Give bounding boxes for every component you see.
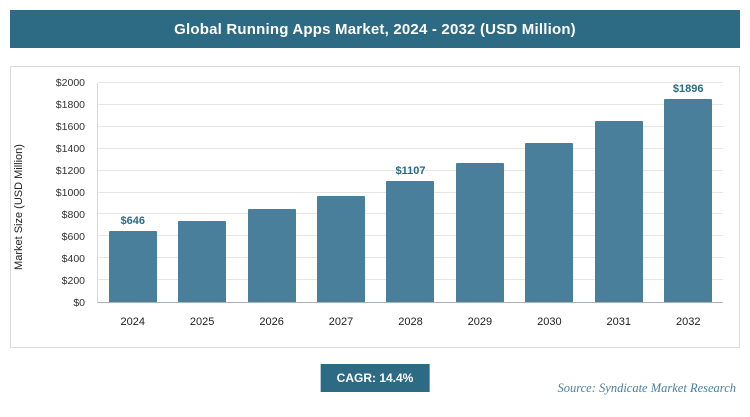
bar-2027 — [317, 196, 366, 302]
bar-2032 — [664, 99, 713, 302]
bar-value-label: $646 — [120, 215, 145, 228]
y-tick-label: $1600 — [55, 121, 85, 133]
bar-2025 — [178, 221, 227, 302]
y-tick-label: $1800 — [55, 99, 85, 111]
bar-slot: 2030 — [515, 83, 584, 328]
bar-slot: $646 2024 — [98, 83, 167, 328]
x-tick-label: 2024 — [120, 316, 145, 328]
bar-slot: $1107 2028 — [376, 83, 445, 328]
bar-slot: 2031 — [584, 83, 653, 328]
y-tick-label: $1200 — [55, 165, 85, 177]
gridline — [98, 169, 723, 171]
cagr-label: CAGR: 14.4% — [336, 371, 414, 385]
y-tick-label: $600 — [61, 231, 85, 243]
x-tick-label: 2027 — [328, 316, 354, 328]
x-tick-label: 2032 — [675, 316, 701, 328]
bar-value-label: $1896 — [672, 83, 704, 95]
chart-title-bar: Global Running Apps Market, 2024 - 2032 … — [10, 10, 740, 48]
bars-group: $646 2024 2025 2026 2027 $1107 2028 2029 2030 203… — [98, 83, 723, 328]
bar-slot: 2029 — [445, 83, 514, 328]
chart-title: Global Running Apps Market, 2024 - 2032 … — [174, 20, 576, 38]
bar-slot: 2026 — [237, 83, 306, 328]
y-tick-label: $1000 — [55, 187, 85, 199]
chart-area: Market Size (USD Million) $0 $200 $400 $600… — [10, 66, 740, 348]
plot-area: $646 2024 2025 2026 2027 $1107 2028 2029 2030 203… — [97, 82, 723, 328]
y-tick-label: $400 — [61, 253, 85, 265]
bar-slot: 2027 — [306, 83, 375, 328]
bar-value-label: $1107 — [395, 164, 426, 177]
bar-2031 — [594, 120, 643, 302]
bar-2029 — [455, 163, 504, 302]
bar-2024 — [108, 231, 157, 302]
y-tick-label: $1400 — [55, 143, 85, 155]
x-tick-label: 2028 — [398, 316, 423, 328]
x-tick-label: 2031 — [606, 316, 632, 328]
bar-2028 — [386, 180, 435, 302]
y-tick-label: $2000 — [55, 77, 85, 89]
bar-slot: $1896 2032 — [654, 83, 723, 328]
y-axis-title: Market Size (USD Million) — [13, 144, 25, 270]
y-tick-label: $0 — [73, 297, 85, 309]
y-axis-tick-column: $0 $200 $400 $600 $800 $1000 $1200 $1400 $1600 $1… — [41, 77, 91, 309]
gridline — [98, 103, 723, 105]
x-tick-label: 2025 — [189, 316, 215, 328]
x-tick-label: 2026 — [259, 316, 284, 328]
y-tick-label: $800 — [61, 209, 85, 221]
y-tick-label: $200 — [61, 275, 85, 287]
gridline — [98, 82, 723, 83]
cagr-badge: CAGR: 14.4% — [320, 364, 430, 392]
x-tick-label: 2029 — [467, 316, 493, 328]
gridline — [98, 125, 723, 127]
bar-2030 — [525, 143, 574, 302]
bar-slot: 2025 — [167, 83, 236, 328]
source-text: Source: Syndicate Market Research — [557, 381, 736, 395]
x-tick-label: 2030 — [537, 316, 562, 328]
bar-2026 — [247, 209, 296, 302]
gridline — [98, 147, 723, 149]
